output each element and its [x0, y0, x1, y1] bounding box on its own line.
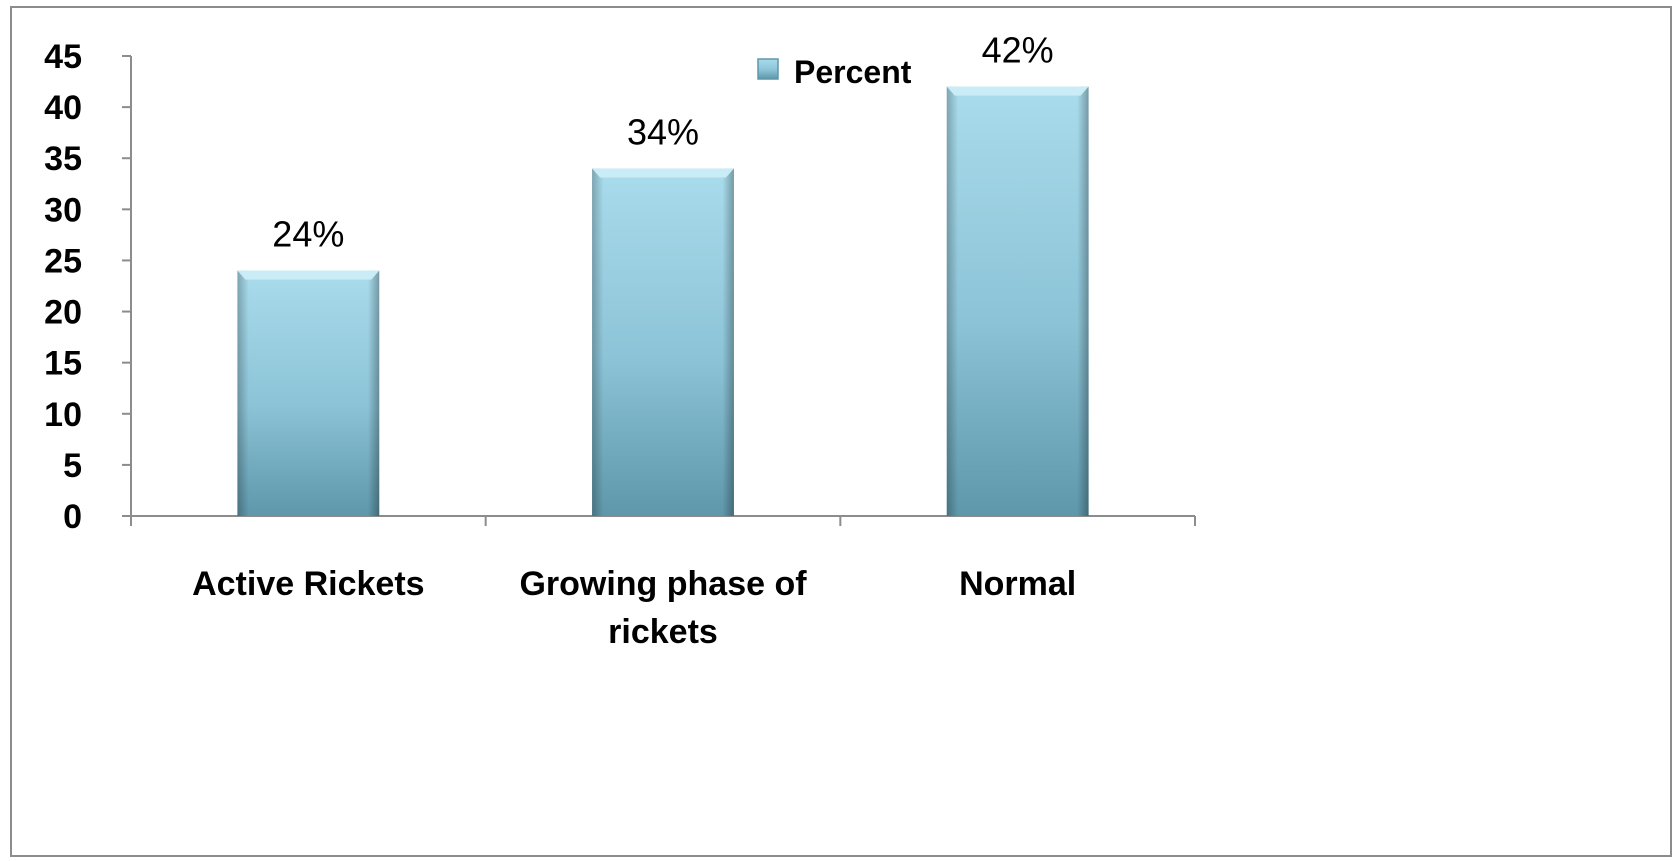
bar — [592, 168, 734, 516]
x-category-label: Active Rickets — [192, 565, 424, 603]
bar — [946, 86, 1089, 517]
y-axis: 0 5 10 15 20 25 30 35 40 45 — [44, 38, 132, 536]
bar-bevel — [592, 168, 734, 178]
bar-shade — [946, 86, 1089, 517]
x-category-label-line: rickets — [608, 613, 718, 651]
y-tick-label: 20 — [44, 294, 82, 332]
bar — [237, 270, 380, 516]
bar-series — [237, 86, 1089, 517]
x-category-label: Growing phase of rickets — [519, 565, 807, 651]
y-tick-label: 25 — [44, 242, 82, 280]
y-tick-label: 5 — [63, 447, 82, 485]
data-labels: 24% 34% 42% — [272, 30, 1053, 255]
bar-shade — [592, 168, 734, 516]
y-tick-label: 30 — [44, 191, 82, 229]
y-tick-label: 35 — [44, 140, 82, 178]
y-tick-label: 15 — [44, 345, 82, 383]
x-category-label: Normal — [959, 565, 1076, 603]
data-label: 42% — [982, 30, 1054, 71]
bar-bevel — [237, 270, 380, 280]
x-category-label-line: Normal — [959, 565, 1076, 603]
y-tick-label: 45 — [44, 38, 82, 76]
legend-label: Percent — [794, 54, 912, 90]
bar-shade — [237, 270, 380, 516]
y-tick-label: 10 — [44, 396, 82, 434]
y-tick-label: 40 — [44, 89, 82, 127]
legend-swatch — [757, 58, 779, 80]
legend: Percent — [757, 54, 912, 90]
bar-chart: 0 5 10 15 20 25 30 35 40 45 Active Rickets Growing… — [44, 30, 1196, 651]
x-axis: Active Rickets Growing phase of rickets Nor… — [130, 515, 1196, 651]
chart-area: 0 5 10 15 20 25 30 35 40 45 Active Rickets Growing… — [10, 6, 1672, 857]
y-tick-label: 0 — [63, 498, 82, 536]
x-category-label-line: Growing phase of — [519, 565, 807, 603]
data-label: 34% — [627, 111, 699, 152]
data-label: 24% — [272, 214, 344, 255]
x-category-label-line: Active Rickets — [192, 565, 424, 603]
bar-bevel — [946, 86, 1089, 96]
